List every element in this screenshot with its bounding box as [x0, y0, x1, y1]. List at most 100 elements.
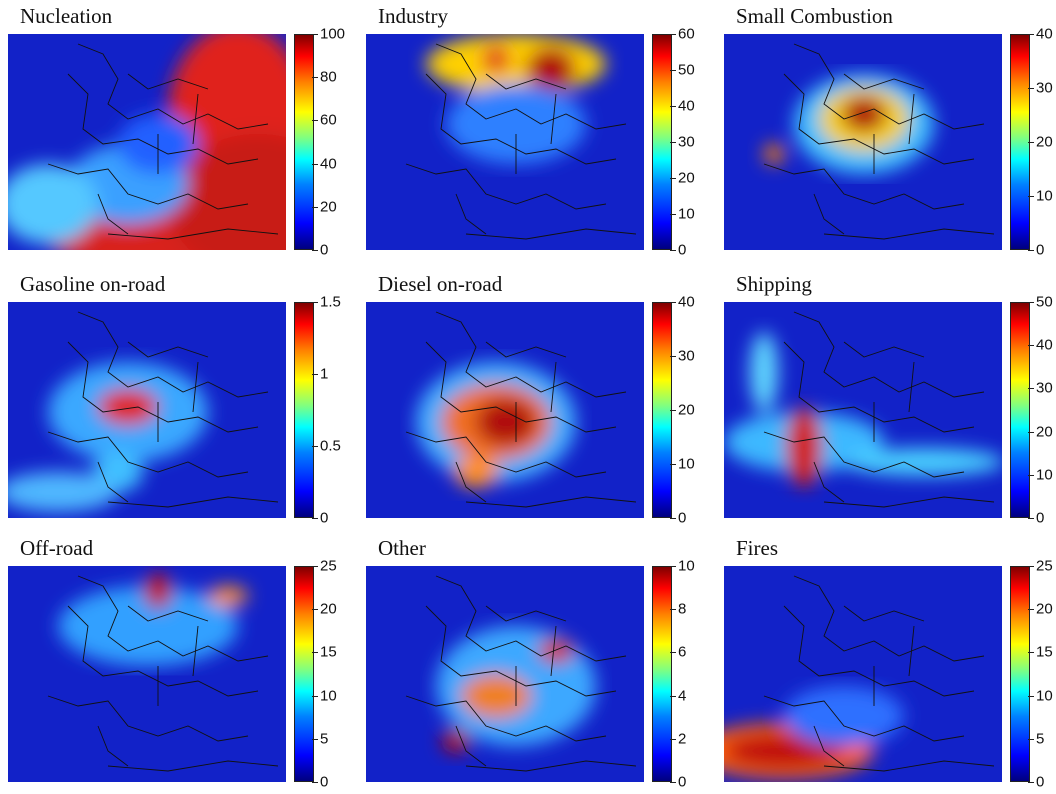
heatmap-hotspot	[144, 573, 172, 609]
panel-title: Gasoline on-road	[20, 272, 166, 296]
colorbar-ticks: 0 5 10 15 20 25	[312, 558, 366, 791]
colorbar-tick-mark	[1028, 196, 1034, 197]
colorbar-tick-label: 0.5	[320, 437, 341, 455]
colorbar-tick-label: 20	[678, 401, 695, 419]
colorbar-tick-mark	[670, 738, 676, 740]
colorbar-tick-label: 4	[678, 687, 687, 705]
colorbar-tick-mark	[1028, 345, 1034, 347]
heatmap-map	[366, 34, 644, 250]
colorbar	[1010, 566, 1030, 782]
colorbar-tick-label: 25	[320, 557, 337, 575]
colorbar-tick-mark	[670, 518, 676, 519]
colorbar-tick-label: 20	[1036, 133, 1053, 151]
colorbar-tick-mark	[670, 652, 676, 654]
colorbar-tick-label: 0	[1036, 241, 1045, 259]
colorbar-ticks: 0 10 20 30 40 50 60	[670, 26, 724, 259]
colorbar-tick-mark	[1028, 474, 1034, 476]
heatmap-map	[366, 566, 644, 782]
colorbar-tick-mark	[670, 106, 676, 107]
panel-title: Industry	[378, 4, 448, 28]
heatmap-hotspot	[750, 332, 778, 412]
colorbar-tick-label: 10	[320, 687, 337, 705]
heatmap-map	[366, 302, 644, 518]
colorbar-tick-mark	[670, 410, 676, 411]
colorbar-tick-label: 50	[1036, 293, 1053, 311]
colorbar-tick-mark	[1028, 88, 1034, 89]
colorbar-tick-mark	[670, 356, 676, 357]
colorbar-tick-label: 0	[1036, 773, 1045, 791]
colorbar-tick-label: 20	[1036, 600, 1053, 618]
colorbar-tick-label: 30	[678, 133, 695, 151]
colorbar-tick-label: 80	[320, 68, 337, 86]
heatmap-map	[8, 566, 286, 782]
colorbar-tick-label: 40	[1036, 25, 1053, 43]
colorbar-tick-mark	[670, 566, 676, 567]
colorbar-tick-mark	[312, 206, 318, 208]
heatmap-hotspot	[764, 144, 784, 164]
colorbar-ticks: 0 10 20 30 40	[1028, 26, 1056, 259]
map-panel: Gasoline on-road 0 0.5 1 1.5	[8, 272, 368, 527]
colorbar-tick-label: 15	[320, 643, 337, 661]
map-panel: Shipping 0 10 20 30 40 50	[724, 272, 1056, 527]
colorbar-tick-mark	[312, 782, 318, 783]
heatmap-hotspot	[786, 407, 822, 487]
heatmap-hotspot	[476, 398, 536, 446]
colorbar-tick-mark	[1028, 738, 1034, 740]
colorbar-tick-mark	[1028, 250, 1034, 251]
panel-title: Small Combustion	[736, 4, 893, 28]
heatmap-hotspot	[842, 96, 886, 132]
colorbar-tick-mark	[1028, 695, 1034, 697]
colorbar-tick-mark	[312, 652, 318, 654]
heatmap-hotspot	[442, 729, 470, 753]
colorbar-tick-label: 8	[678, 600, 687, 618]
colorbar-tick-mark	[312, 250, 318, 251]
colorbar-ticks: 0 0.5 1 1.5	[312, 294, 366, 527]
heatmap-svg	[366, 302, 644, 518]
colorbar-ticks: 0 10 20 30 40	[670, 294, 724, 527]
colorbar-tick-mark	[312, 374, 318, 375]
heatmap-svg	[724, 34, 1002, 250]
colorbar-tick-label: 2	[678, 730, 687, 748]
colorbar	[652, 566, 672, 782]
colorbar-tick-label: 30	[678, 347, 695, 365]
country-borders	[405, 575, 637, 772]
colorbar	[294, 566, 314, 782]
map-panel: Small Combustion 0 10 20 30 40	[724, 4, 1056, 259]
colorbar-ticks: 0 20 40 60 80 100	[312, 26, 366, 259]
colorbar-tick-label: 10	[678, 455, 695, 473]
country-borders	[763, 43, 995, 240]
colorbar-tick-label: 0	[1036, 509, 1045, 527]
colorbar-tick-mark	[670, 250, 676, 251]
colorbar-tick-mark	[1028, 431, 1034, 433]
heatmap-hotspot	[8, 164, 98, 244]
colorbar-tick-label: 40	[1036, 336, 1053, 354]
colorbar-tick-mark	[670, 302, 676, 303]
colorbar-tick-mark	[312, 34, 318, 35]
country-borders	[405, 43, 637, 240]
colorbar-tick-mark	[670, 214, 676, 215]
colorbar-tick-label: 20	[320, 600, 337, 618]
colorbar-tick-label: 1.5	[320, 293, 341, 311]
colorbar-tick-label: 6	[678, 643, 687, 661]
colorbar-tick-mark	[312, 163, 318, 165]
heatmap-hotspot	[784, 686, 904, 746]
colorbar-tick-label: 100	[320, 25, 346, 43]
panel-title: Other	[378, 536, 426, 560]
heatmap-svg	[366, 34, 644, 250]
colorbar-tick-label: 20	[678, 169, 695, 187]
heatmap-map	[724, 566, 1002, 782]
colorbar-tick-label: 0	[320, 773, 329, 791]
colorbar-tick-mark	[670, 464, 676, 465]
heatmap-hotspot	[454, 456, 498, 488]
heatmap-hotspot	[208, 586, 248, 606]
colorbar-tick-mark	[1028, 609, 1034, 611]
colorbar-tick-label: 10	[1036, 187, 1053, 205]
colorbar-tick-mark	[1028, 302, 1034, 303]
map-panel: Fires 0 5 10 15 20 25	[724, 536, 1056, 791]
colorbar-ticks: 0 2 4 6 8 10	[670, 558, 724, 791]
panel-title: Shipping	[736, 272, 812, 296]
heatmap-hotspot	[724, 733, 844, 769]
heatmap-hotspot	[461, 674, 531, 718]
colorbar-tick-label: 40	[678, 97, 695, 115]
colorbar-tick-label: 40	[320, 155, 337, 173]
